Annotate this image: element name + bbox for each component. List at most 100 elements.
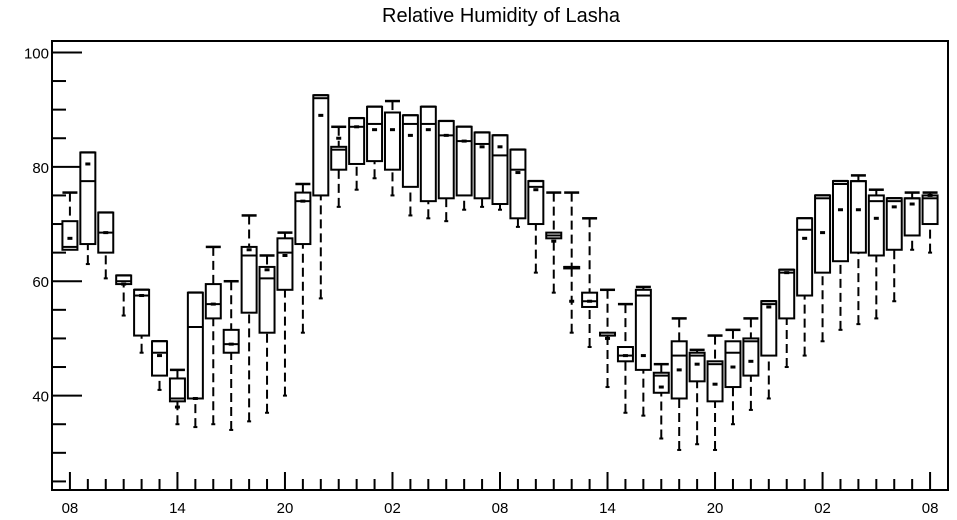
mean-marker [551,239,557,243]
y-tick-label: 100 [24,45,49,62]
box-hour-12 [276,231,294,397]
mean-marker [855,208,861,212]
box-hour-33 [652,362,670,440]
box-hour-48 [921,191,939,254]
mean-marker [909,202,915,206]
iqr-box [133,288,151,337]
mean-marker [730,365,736,369]
iqr-box [79,151,97,246]
box-hour-13 [294,182,312,334]
x-axis: 08 14 20 02 08 14 20 02 08 [62,472,938,517]
iqr-box [312,94,330,197]
box-hour-45 [867,188,885,320]
box-hour-19 [401,114,419,217]
box-hour-40 [778,268,796,369]
mean-marker [873,216,879,220]
iqr-box [634,288,652,371]
iqr-box [706,360,724,403]
box-hour-6 [168,368,186,426]
box-hour-9 [222,279,240,431]
mean-marker [389,128,395,132]
mean-marker [712,382,718,386]
box-hour-24 [491,134,509,211]
box-hour-16 [348,116,366,191]
box-hour-44 [849,174,867,326]
box-hour-37 [724,328,742,426]
mean-marker [174,405,180,409]
box-hour-18 [383,99,401,197]
x-tick-label: 14 [169,500,186,517]
iqr-box [168,377,186,403]
x-tick-label: 02 [384,500,401,517]
box-hour-42 [814,194,832,343]
mean-marker [587,299,593,303]
mean-marker [605,336,611,340]
iqr-box [204,283,222,320]
iqr-box [419,105,437,203]
iqr-box [831,180,849,263]
iqr-box [222,328,240,354]
box-hour-3 [115,274,133,317]
mean-marker [927,193,933,197]
mean-marker [640,354,646,358]
mean-marker [407,133,413,137]
iqr-box [294,191,312,246]
iqr-box [366,105,384,163]
mean-marker [569,299,575,303]
box-hour-7 [186,291,204,429]
iqr-box [742,337,760,377]
mean-marker [85,162,91,166]
x-tick-label: 08 [62,500,79,517]
box-hour-15 [330,125,348,208]
box-hour-39 [760,299,778,400]
plot-frame [51,40,949,491]
box-hour-2 [97,211,115,280]
box-hour-34 [670,317,688,451]
mean-marker [336,136,342,140]
box-hour-27 [545,191,563,294]
iqr-box [760,300,778,357]
mean-marker [694,362,700,366]
x-tick-label: 08 [492,500,509,517]
box-hour-1 [79,151,97,266]
box-hour-11 [258,254,276,414]
mean-marker [354,125,360,129]
iqr-box [867,194,885,257]
mean-marker [157,354,163,358]
box-hour-23 [473,131,491,208]
box-hour-35 [688,348,706,446]
iqr-box [383,111,401,171]
iqr-box [330,145,348,171]
mean-marker [676,368,682,372]
y-tick-label: 60 [32,274,49,291]
mean-marker [533,188,539,192]
mean-marker [497,145,503,149]
iqr-box [688,351,706,383]
box-hour-46 [885,197,903,303]
box-hour-10 [240,214,258,423]
iqr-box [151,340,169,377]
box-hour-26 [527,179,545,274]
box-hour-28 [563,191,581,334]
mean-marker [103,231,109,235]
mean-marker [802,236,808,240]
iqr-box [401,114,419,188]
x-tick-label: 02 [814,500,831,517]
mean-marker [264,268,270,272]
iqr-box [258,265,276,334]
mean-marker [67,236,73,240]
mean-marker [766,305,772,309]
iqr-box [778,268,796,320]
iqr-box [491,134,509,206]
iqr-box [61,220,79,251]
iqr-box [240,245,258,314]
mean-marker [121,282,127,286]
mean-marker [748,359,754,363]
box-hour-29 [581,217,599,349]
box-hour-31 [616,302,634,414]
box-hour-32 [634,285,652,417]
iqr-box [186,291,204,400]
iqr-box [724,340,742,389]
y-tick-label: 40 [32,389,49,406]
